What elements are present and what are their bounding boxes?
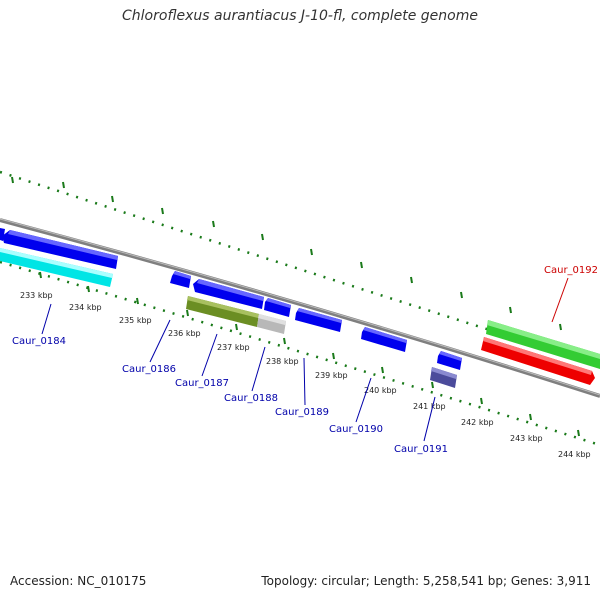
gene-arrow-caur-0192-green[interactable] <box>486 320 600 369</box>
gene-leader-lines <box>41 303 436 442</box>
gene-arrow-caur-0189[interactable] <box>295 308 342 332</box>
outer-major-ticks <box>11 176 562 331</box>
gene-arrow-caur-0190[interactable] <box>361 327 407 352</box>
gene-arrow-reverse-4[interactable] <box>437 351 462 370</box>
tick-label-244: 244 kbp <box>558 450 591 459</box>
tick-label-241: 241 kbp <box>413 402 446 411</box>
gene-arrow-reverse-1[interactable] <box>0 228 5 241</box>
gene-arrow-caur-0188[interactable] <box>264 298 291 317</box>
gene-label-caur-0184[interactable]: Caur_0184 <box>12 336 66 347</box>
gene-label-caur-0186[interactable]: Caur_0186 <box>122 364 176 375</box>
tick-label-240: 240 kbp <box>364 386 397 395</box>
gene-leader-line-red <box>551 277 569 323</box>
tick-label-234: 234 kbp <box>69 303 102 312</box>
gene-arrow-reverse-3[interactable] <box>193 279 264 309</box>
gene-label-caur-0189[interactable]: Caur_0189 <box>275 407 329 418</box>
tick-label-233: 233 kbp <box>20 291 53 300</box>
gene-arrow-caur-0191[interactable] <box>430 367 457 388</box>
accession-label: Accession: NC_010175 <box>10 574 147 588</box>
tick-label-237: 237 kbp <box>217 343 250 352</box>
tick-label-235: 235 kbp <box>119 316 152 325</box>
gene-arrow-caur-0184[interactable] <box>0 248 113 287</box>
gene-label-caur-0192[interactable]: Caur_0192 <box>544 265 598 276</box>
gene-label-caur-0188[interactable]: Caur_0188 <box>224 393 278 404</box>
gene-label-caur-0190[interactable]: Caur_0190 <box>329 424 383 435</box>
tick-label-242: 242 kbp <box>461 418 494 427</box>
genome-title: Chloroflexus aurantiacus J-10-fl, comple… <box>122 8 478 24</box>
gene-label-caur-0187[interactable]: Caur_0187 <box>175 378 229 389</box>
gene-arrow-caur-0187[interactable] <box>186 296 286 334</box>
tick-label-243: 243 kbp <box>510 434 543 443</box>
genome-backbone <box>0 218 600 398</box>
gene-arrow-caur-0192-red[interactable] <box>481 337 595 385</box>
gene-arrow-reverse-2[interactable] <box>2 230 118 269</box>
tick-label-238: 238 kbp <box>266 357 299 366</box>
tick-label-239: 239 kbp <box>315 371 348 380</box>
gene-label-caur-0191[interactable]: Caur_0191 <box>394 444 448 455</box>
tick-label-236: 236 kbp <box>168 329 201 338</box>
inner-major-ticks <box>39 271 580 437</box>
genome-summary: Topology: circular; Length: 5,258,541 bp… <box>261 574 591 588</box>
gene-arrow-caur-0186[interactable] <box>170 271 191 288</box>
